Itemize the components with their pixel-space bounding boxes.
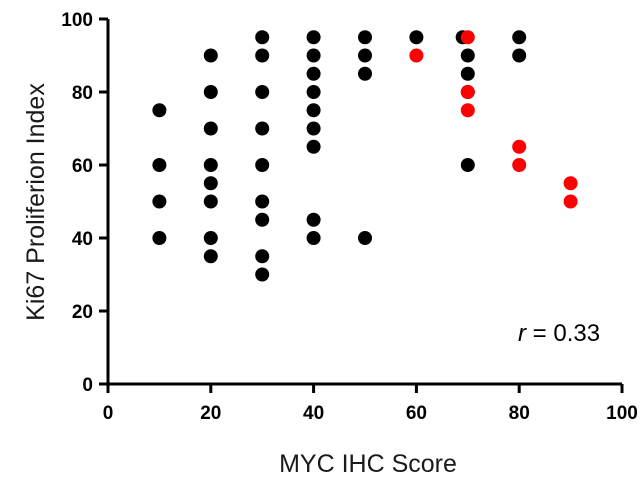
data-point-black [255, 48, 270, 63]
data-point-black [306, 212, 321, 227]
data-point-red [460, 85, 475, 99]
data-points [152, 30, 578, 282]
data-point-black [306, 85, 321, 99]
data-point-red [512, 139, 527, 154]
data-point-black [306, 66, 321, 81]
tick-marks [99, 17, 624, 393]
data-point-black [358, 30, 372, 45]
x-tick-label: 40 [303, 403, 324, 424]
x-tick-label: 80 [509, 403, 530, 424]
data-point-black [203, 249, 218, 264]
x-tick-label: 0 [103, 403, 114, 424]
data-point-black [203, 194, 218, 209]
y-tick-label: 100 [61, 10, 93, 31]
data-point-black [460, 66, 475, 81]
data-point-black [255, 194, 270, 209]
data-point-black [306, 30, 321, 45]
y-tick-label: 80 [72, 83, 93, 104]
data-point-black [152, 103, 167, 118]
data-point-red [460, 30, 475, 45]
data-point-black [203, 158, 218, 172]
tick-labels: 0 20 40 60 80 100 0 20 40 60 80 100 [61, 10, 638, 424]
data-point-black [460, 48, 475, 63]
data-point-black [255, 249, 270, 264]
axes [106, 19, 622, 386]
data-point-black [152, 231, 167, 245]
data-point-red [512, 158, 527, 172]
data-point-black [306, 121, 321, 136]
y-tick-label: 60 [72, 156, 93, 177]
data-point-red [563, 194, 578, 209]
data-point-black [203, 176, 218, 191]
data-point-black [203, 121, 218, 136]
data-point-black [203, 85, 218, 99]
x-tick-label: 20 [200, 403, 221, 424]
data-point-black [409, 30, 424, 45]
y-axis-title: Ki67 Proliferion Index [22, 83, 50, 321]
data-point-red [563, 176, 578, 191]
data-point-black [152, 158, 167, 172]
data-point-black [460, 158, 475, 172]
data-point-black [255, 212, 270, 227]
correlation-variable: r [518, 320, 527, 347]
data-point-black [255, 121, 270, 136]
data-point-black [255, 158, 270, 172]
data-point-black [203, 48, 218, 63]
data-point-black [306, 48, 321, 63]
correlation-value: = 0.33 [526, 320, 600, 347]
data-point-black [306, 139, 321, 154]
data-point-black [358, 66, 372, 81]
y-tick-label: 0 [82, 375, 93, 396]
data-point-black [306, 103, 321, 118]
data-point-black [512, 48, 527, 63]
data-point-black [358, 231, 372, 245]
data-point-black [255, 267, 270, 282]
data-point-black [255, 85, 270, 99]
x-tick-label: 100 [606, 403, 638, 424]
data-point-black [203, 231, 218, 245]
data-point-red [460, 103, 475, 118]
x-tick-label: 60 [406, 403, 427, 424]
data-point-red [409, 48, 424, 63]
data-point-black [255, 30, 270, 45]
data-point-black [358, 48, 372, 63]
x-axis-title: MYC IHC Score [279, 450, 457, 478]
y-tick-label: 20 [72, 302, 93, 323]
data-point-black [512, 30, 527, 45]
data-point-black [152, 194, 167, 209]
data-point-black [306, 231, 321, 245]
correlation-annotation: r = 0.33 [518, 320, 600, 347]
y-tick-label: 40 [72, 229, 93, 250]
